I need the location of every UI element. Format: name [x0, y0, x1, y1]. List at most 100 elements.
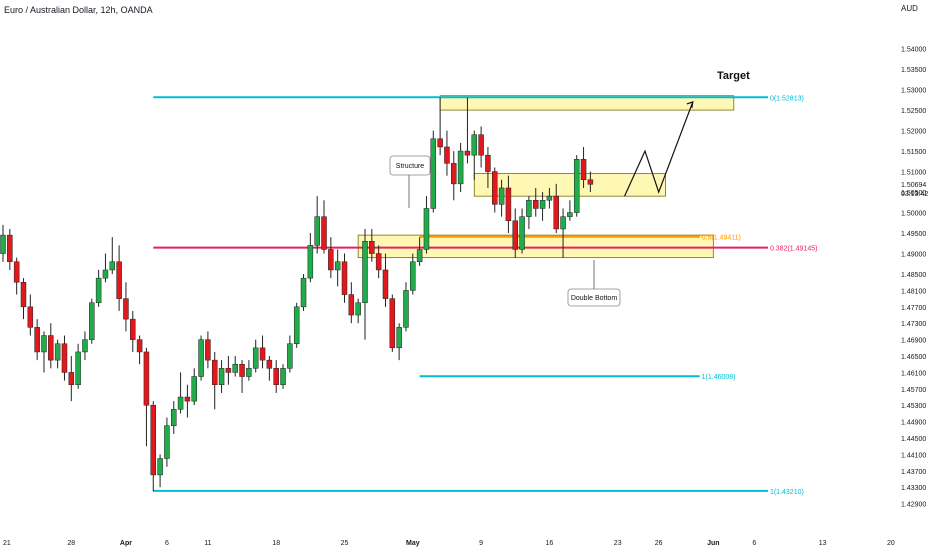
candle-body[interactable] — [492, 171, 498, 205]
candle-body[interactable] — [164, 425, 170, 459]
candle-body[interactable] — [444, 146, 450, 164]
candle-body[interactable] — [171, 409, 177, 426]
price-axis[interactable] — [890, 0, 932, 550]
candle-body[interactable] — [403, 290, 409, 328]
candle-body[interactable] — [259, 347, 266, 361]
candle-body[interactable] — [430, 138, 437, 209]
price-tick-label: 1.44500 — [901, 436, 926, 443]
candle-body[interactable] — [157, 458, 163, 476]
candle-body[interactable] — [389, 298, 396, 349]
candle-body[interactable] — [321, 216, 327, 250]
candle-body[interactable] — [27, 306, 34, 328]
candle-body[interactable] — [416, 249, 423, 263]
candle-body[interactable] — [396, 327, 402, 349]
candle-body[interactable] — [451, 163, 457, 185]
candle-body[interactable] — [191, 376, 197, 402]
candle-body[interactable] — [246, 368, 252, 377]
candle-body[interactable] — [580, 159, 587, 181]
price-tick-label: 1.49000 — [901, 252, 926, 259]
candle-body[interactable] — [539, 200, 546, 209]
candle-body[interactable] — [75, 351, 81, 385]
candle-body[interactable] — [369, 241, 375, 254]
candle-body[interactable] — [225, 368, 232, 373]
candle-body[interactable] — [0, 234, 6, 254]
candle-body[interactable] — [505, 187, 512, 222]
price-tick-label: 1.49500 — [901, 231, 926, 238]
price-tick-label: 1.44100 — [901, 452, 926, 459]
candle-body[interactable] — [293, 306, 300, 344]
candle-body[interactable] — [328, 249, 334, 271]
candle-body[interactable] — [109, 261, 116, 271]
candle-body[interactable] — [512, 220, 518, 250]
candle-body[interactable] — [143, 351, 150, 406]
candle-body[interactable] — [485, 154, 491, 172]
candle-body[interactable] — [382, 269, 389, 299]
candle-body[interactable] — [61, 343, 68, 373]
candle-body[interactable] — [553, 195, 559, 230]
candle-body[interactable] — [519, 216, 525, 250]
candle-body[interactable] — [211, 359, 218, 385]
candle-body[interactable] — [266, 359, 273, 369]
candle-body[interactable] — [102, 269, 109, 279]
fib-low-label: 1(1.43210) — [770, 489, 804, 496]
candle-body[interactable] — [48, 335, 54, 361]
candle-body[interactable] — [300, 277, 307, 308]
candle-body[interactable] — [532, 200, 539, 209]
candle-body[interactable] — [7, 234, 13, 263]
candle-body[interactable] — [34, 327, 40, 353]
candle-body[interactable] — [410, 261, 416, 291]
candle-body[interactable] — [567, 212, 573, 217]
candle-body[interactable] — [471, 134, 478, 156]
candle-body[interactable] — [375, 253, 382, 271]
candle-body[interactable] — [314, 216, 320, 246]
candle-body[interactable] — [334, 261, 341, 271]
candle-body[interactable] — [232, 363, 238, 373]
candle-body[interactable] — [41, 335, 47, 353]
candle-body[interactable] — [573, 159, 580, 213]
candle-body[interactable] — [423, 208, 430, 250]
candle-body[interactable] — [82, 339, 88, 353]
candle-body[interactable] — [252, 347, 259, 369]
candle-body[interactable] — [307, 245, 314, 279]
candle-body[interactable] — [95, 277, 102, 303]
candle-body[interactable] — [464, 150, 471, 156]
candle-body[interactable] — [205, 339, 211, 361]
candle-body[interactable] — [437, 138, 443, 148]
candle-body[interactable] — [526, 200, 532, 217]
candle-body[interactable] — [560, 216, 566, 230]
candle-body[interactable] — [130, 318, 136, 340]
candle-body[interactable] — [287, 343, 293, 369]
candle-body[interactable] — [20, 281, 27, 308]
candle-body[interactable] — [348, 294, 355, 316]
candle-body[interactable] — [273, 368, 279, 385]
price-tick-label: 1.46900 — [901, 338, 926, 345]
candle-body[interactable] — [13, 261, 20, 283]
price-tick-label: 1.53500 — [901, 67, 926, 74]
time-tick-label: 25 — [341, 540, 349, 547]
candle-body[interactable] — [184, 396, 191, 402]
candle-body[interactable] — [362, 241, 368, 303]
candle-body[interactable] — [218, 368, 225, 385]
candle-body[interactable] — [498, 187, 505, 205]
candle-body[interactable] — [198, 339, 204, 377]
candle-body[interactable] — [355, 302, 361, 316]
candle-body[interactable] — [546, 195, 553, 201]
candle-body[interactable] — [478, 134, 484, 156]
candle-body[interactable] — [54, 343, 61, 361]
price-tick-label: 1.47300 — [901, 321, 926, 328]
candle-body[interactable] — [239, 363, 245, 377]
candle-body[interactable] — [280, 368, 286, 385]
candle-body[interactable] — [136, 339, 143, 353]
candle-body[interactable] — [68, 372, 75, 385]
fib-mid-label: 0.382(1.49145) — [770, 246, 817, 253]
candle-body[interactable] — [177, 396, 184, 410]
candle-body[interactable] — [587, 179, 594, 185]
candle-body[interactable] — [341, 261, 348, 295]
candle-body[interactable] — [123, 298, 129, 320]
candle-body[interactable] — [89, 302, 95, 340]
candle-body[interactable] — [457, 150, 464, 185]
candle-body[interactable] — [150, 404, 157, 476]
candle-body[interactable] — [116, 261, 122, 299]
